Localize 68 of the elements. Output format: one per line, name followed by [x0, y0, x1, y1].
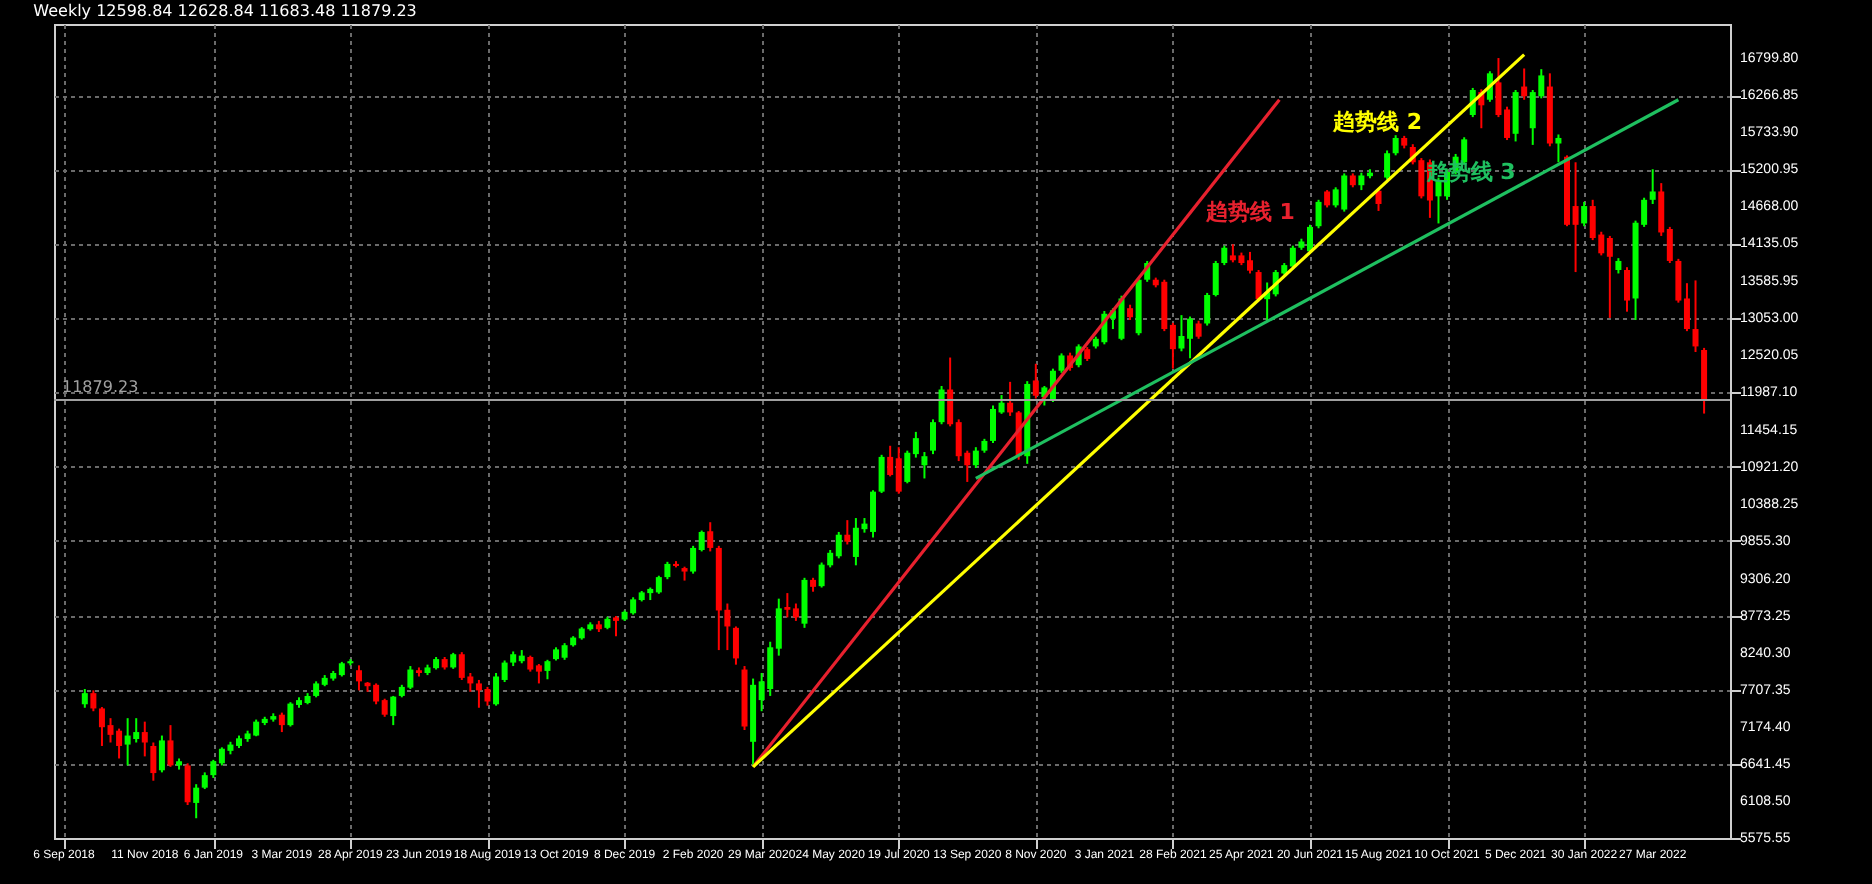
candlestick — [355, 664, 362, 692]
candlestick — [878, 453, 885, 495]
candlestick — [938, 385, 945, 426]
candlestick — [141, 720, 148, 758]
candlestick — [1375, 187, 1382, 212]
candlestick — [1555, 133, 1562, 164]
candlestick — [1058, 352, 1065, 374]
candlestick — [1306, 223, 1313, 255]
candlestick — [1341, 172, 1348, 213]
candlestick — [1229, 243, 1236, 264]
candlestick — [1315, 198, 1322, 230]
candlestick — [158, 734, 165, 774]
candlestick — [801, 576, 808, 629]
candlestick — [484, 685, 491, 707]
candlestick — [1118, 294, 1125, 342]
candlestick — [1007, 380, 1014, 417]
chart-title: Weekly 12598.84 12628.84 11683.48 11879.23 — [33, 2, 417, 20]
candlestick — [1032, 362, 1039, 400]
candlestick — [1521, 67, 1528, 101]
candlestick — [818, 561, 825, 589]
candlestick — [133, 717, 140, 744]
candlestick — [1178, 314, 1185, 353]
series-label: 趋势线 2 — [1331, 109, 1423, 136]
candlestick — [390, 694, 397, 727]
candlestick — [1623, 266, 1630, 313]
candlestick — [655, 574, 662, 595]
candlestick — [458, 651, 465, 681]
candlestick — [613, 615, 619, 638]
candlestick — [784, 592, 791, 619]
candlestick — [921, 451, 928, 480]
candlestick — [732, 625, 739, 666]
candlestick — [1212, 259, 1219, 298]
candlestick — [835, 530, 842, 560]
candlestick — [90, 689, 97, 713]
candlestick — [81, 687, 88, 709]
candlestick — [1512, 89, 1519, 143]
candlestick — [1572, 161, 1579, 274]
candlestick — [1606, 234, 1613, 319]
candlestick — [1384, 149, 1391, 181]
series-label: 趋势线 1 — [1203, 199, 1295, 226]
candlestick — [1221, 244, 1228, 267]
candlestick — [1649, 168, 1656, 205]
candlestick — [852, 517, 859, 567]
candlestick — [707, 521, 714, 553]
candlestick — [895, 446, 902, 495]
candlestick — [150, 741, 157, 782]
ref-line-label: 11879.23 — [62, 377, 139, 396]
candlestick — [193, 783, 200, 820]
candlestick — [1204, 291, 1211, 327]
candlestick — [475, 678, 482, 709]
candlestick — [535, 662, 542, 685]
candlestick — [184, 762, 191, 807]
candlestick — [116, 727, 123, 760]
candlestick — [844, 519, 851, 546]
candlestick — [407, 665, 414, 690]
candlestick — [278, 711, 285, 734]
candlestick — [1692, 279, 1699, 353]
candlestick — [287, 701, 294, 728]
candlestick — [724, 602, 731, 652]
candlestick — [1195, 319, 1202, 340]
candlestick — [930, 418, 936, 456]
candlestick — [1392, 134, 1399, 157]
candlestick — [972, 446, 979, 470]
candlestick — [544, 658, 551, 681]
candlestick — [167, 724, 174, 768]
candlestick — [124, 717, 131, 767]
candlestick — [1581, 200, 1588, 228]
candlestick — [218, 746, 225, 767]
